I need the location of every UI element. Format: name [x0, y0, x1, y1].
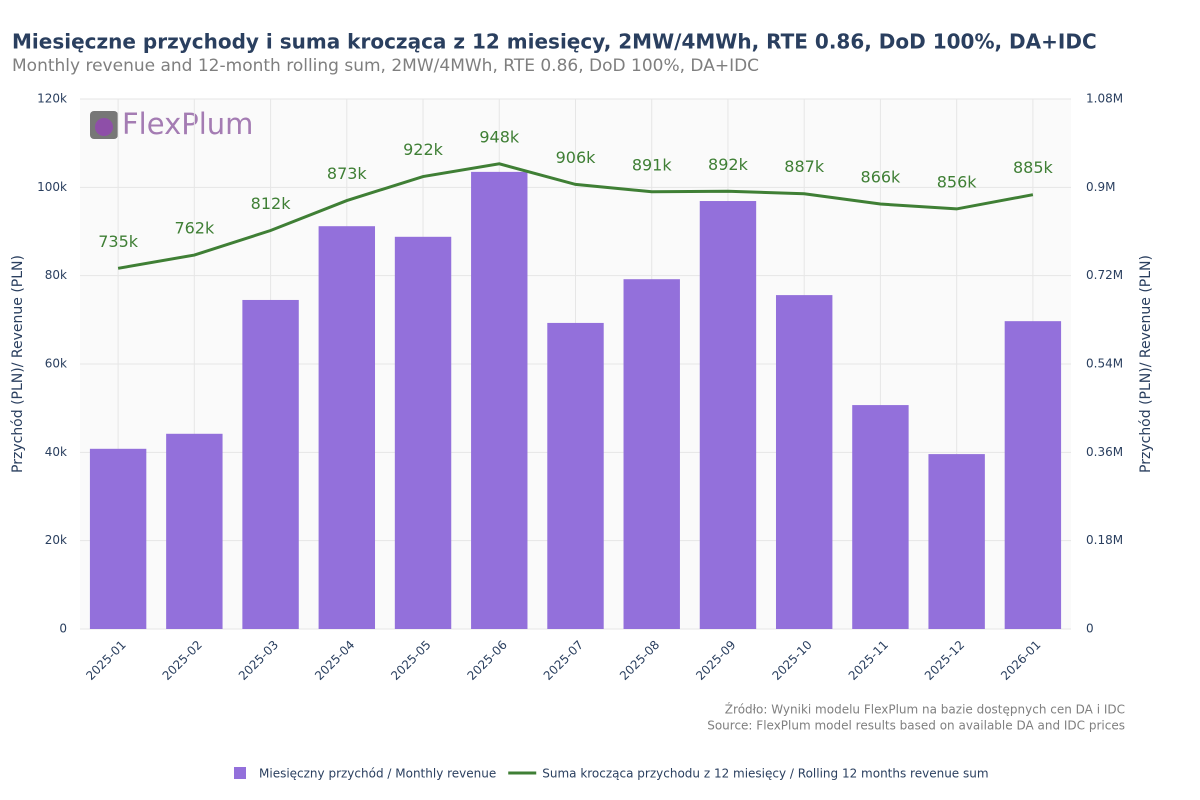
y2-tick-label: 0.18M: [1086, 533, 1123, 547]
data-label: 885k: [1013, 158, 1054, 177]
x-tick-label: 2025-04: [312, 638, 357, 683]
data-label: 866k: [861, 168, 902, 187]
data-label: 812k: [251, 194, 292, 213]
data-label: 906k: [556, 148, 597, 167]
bar: [547, 322, 604, 629]
logo: FlexPlum: [90, 107, 253, 141]
legend-swatch: [234, 767, 246, 779]
legend: Miesięczny przychód / Monthly revenue Sum…: [234, 767, 989, 781]
y-tick-label: 80k: [45, 268, 67, 282]
x-tick-label: 2025-08: [617, 638, 662, 683]
y-tick-label: 0: [59, 622, 67, 636]
bar: [928, 454, 985, 629]
y-tick-label: 60k: [45, 357, 67, 371]
bar: [394, 236, 452, 630]
x-tick-label: 2025-01: [83, 638, 128, 683]
x-tick-label: 2025-12: [922, 638, 967, 683]
y-tick-label: 100k: [37, 180, 67, 194]
bar: [242, 299, 299, 629]
source-note: Source: FlexPlum model results based on …: [707, 719, 1125, 733]
data-label: 891k: [632, 155, 673, 174]
y2-tick-label: 0.72M: [1086, 268, 1123, 282]
logo-plum: [95, 118, 113, 136]
y2-tick-label: 0: [1086, 622, 1094, 636]
y2-axis-title: Przychód (PLN)/ Revenue (PLN): [1138, 255, 1154, 473]
x-tick-label: 2025-11: [846, 638, 891, 683]
y-axis-title: Przychód (PLN)/ Revenue (PLN): [10, 255, 26, 473]
bar: [623, 279, 680, 629]
bar: [852, 405, 909, 629]
data-label: 856k: [937, 172, 978, 191]
chart-title: Miesięczne przychody i suma krocząca z 1…: [12, 30, 1097, 54]
line: [117, 162, 1034, 270]
x-tick-label: 2026-01: [998, 638, 1043, 683]
data-label: 948k: [479, 127, 520, 146]
bar: [318, 226, 376, 629]
x-tick-label: 2025-02: [160, 638, 205, 683]
y-tick-label: 20k: [45, 533, 67, 547]
bar: [89, 448, 147, 629]
bar: [471, 171, 528, 629]
bar: [775, 295, 833, 629]
x-tick-label: 2025-06: [465, 638, 510, 683]
logo-text: FlexPlum: [122, 107, 253, 141]
bar: [166, 433, 223, 629]
legend-label: Miesięczny przychód / Monthly revenue: [259, 767, 496, 781]
y-tick-label: 40k: [45, 445, 67, 459]
x-tick-label: 2025-09: [693, 638, 738, 683]
x-tick-label: 2025-05: [388, 638, 433, 683]
x-tick-label: 2025-03: [236, 638, 281, 683]
data-label: 762k: [174, 219, 215, 238]
x-tick-label: 2025-07: [541, 638, 586, 683]
data-label: 735k: [98, 232, 139, 251]
bar: [699, 201, 757, 629]
data-label: 873k: [327, 164, 368, 183]
y2-tick-label: 1.08M: [1086, 92, 1123, 106]
source-note: Źródło: Wyniki modelu FlexPlum na bazie …: [725, 702, 1125, 717]
chart-subtitle: Monthly revenue and 12-month rolling sum…: [12, 56, 759, 76]
y2-tick-label: 0.36M: [1086, 445, 1123, 459]
bar: [1004, 321, 1062, 629]
y2-tick-label: 0.54M: [1086, 357, 1123, 371]
y-tick-label: 120k: [37, 92, 67, 106]
y2-tick-label: 0.9M: [1086, 180, 1115, 194]
data-label: 922k: [403, 140, 444, 159]
data-label: 892k: [708, 155, 749, 174]
data-label: 887k: [784, 157, 825, 176]
legend-label: Suma krocząca przychodu z 12 miesięcy / …: [542, 767, 988, 781]
x-tick-label: 2025-10: [769, 638, 814, 683]
